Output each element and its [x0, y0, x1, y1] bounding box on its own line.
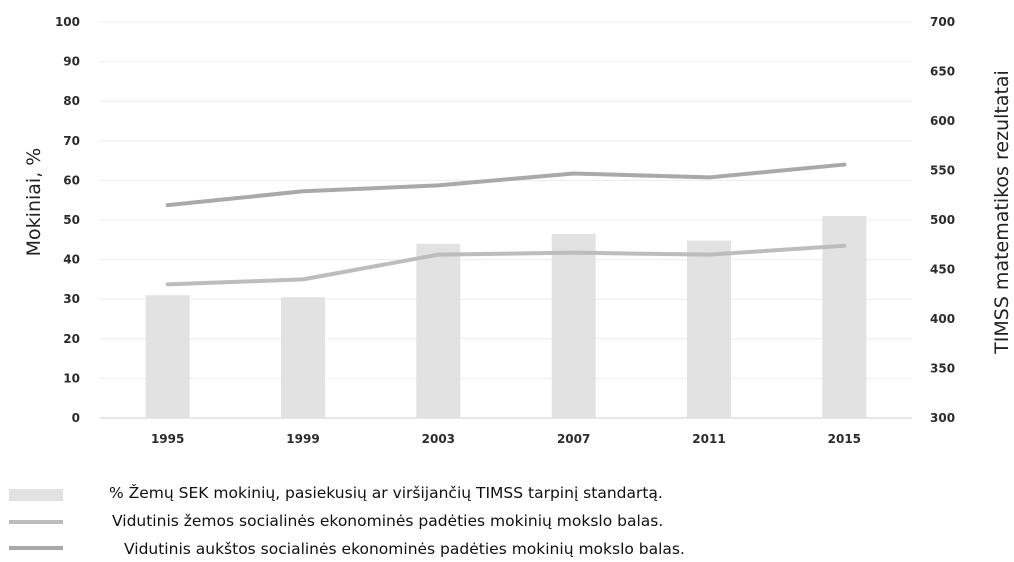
legend-label-high-ses: Vidutinis aukštos socialinės ekonominės … [124, 540, 685, 558]
line-high-ses [165, 162, 847, 208]
point-low-ses-2015 [842, 244, 846, 248]
legend-swatch-high-ses [9, 546, 63, 550]
x-tick-label: 2007 [557, 432, 590, 446]
bar-2015 [822, 216, 867, 418]
legend-item-bar: % Žemų SEK mokinių, pasiekusių ar viršij… [0, 484, 1014, 506]
right-tick-label: 650 [930, 65, 955, 79]
point-low-ses-1999 [301, 277, 305, 281]
point-high-ses-2007 [572, 171, 576, 175]
legend-swatch-bar [9, 489, 63, 501]
bar-1999 [281, 297, 325, 418]
point-high-ses-2003 [436, 183, 440, 187]
right-axis-title: TIMSS matematikos rezultatai [991, 70, 1013, 355]
legend-item-low-ses: Vidutinis žemos socialinės ekonominės pa… [0, 510, 1014, 532]
left-tick-label: 40 [63, 253, 80, 267]
legend-item-high-ses: Vidutinis aukštos socialinės ekonominės … [0, 536, 1014, 558]
legend-swatch-low-ses [9, 520, 63, 524]
right-axis-ticks: 300 350 400 450 500 550 600 650 700 [930, 15, 955, 425]
bar-2007 [551, 233, 596, 418]
right-tick-label: 700 [930, 15, 955, 29]
x-tick-label: 2015 [828, 432, 861, 446]
point-low-ses-2007 [572, 251, 576, 255]
legend-label-low-ses: Vidutinis žemos socialinės ekonominės pa… [112, 512, 664, 530]
point-high-ses-2015 [842, 163, 846, 167]
x-tick-label: 2011 [692, 432, 725, 446]
chart: 0 10 20 30 40 50 60 70 80 90 100 300 350 400 450 500 55… [23, 15, 1013, 446]
left-axis-title: Mokiniai, % [23, 148, 45, 257]
line-low-ses [165, 243, 847, 287]
point-high-ses-1999 [301, 189, 305, 193]
left-tick-label: 70 [63, 134, 80, 148]
point-low-ses-2011 [707, 253, 711, 257]
right-tick-label: 300 [930, 411, 955, 425]
point-high-ses-1995 [166, 203, 170, 207]
legend-label-bar: % Žemų SEK mokinių, pasiekusių ar viršij… [109, 484, 663, 502]
left-tick-label: 80 [63, 94, 80, 108]
gridlines [100, 21, 912, 419]
bars [145, 216, 867, 418]
lines [165, 162, 847, 287]
bar-2003 [416, 243, 461, 418]
left-tick-label: 0 [72, 411, 80, 425]
point-high-ses-2011 [707, 175, 711, 179]
left-tick-label: 20 [63, 332, 80, 346]
right-tick-label: 500 [930, 213, 955, 227]
left-axis-ticks: 0 10 20 30 40 50 60 70 80 90 100 [55, 15, 80, 425]
left-tick-label: 10 [63, 371, 80, 385]
x-tick-label: 2003 [422, 432, 455, 446]
left-tick-label: 50 [63, 213, 80, 227]
left-tick-label: 60 [63, 173, 80, 187]
right-tick-label: 600 [930, 114, 955, 128]
right-tick-label: 450 [930, 263, 955, 277]
point-low-ses-1995 [166, 282, 170, 286]
x-axis-ticks: 1995 1999 2003 2007 2011 2015 [151, 432, 861, 446]
point-low-ses-2003 [436, 253, 440, 257]
left-tick-label: 100 [55, 15, 80, 29]
left-tick-label: 90 [63, 55, 80, 69]
left-tick-label: 30 [63, 292, 80, 306]
x-tick-label: 1999 [286, 432, 319, 446]
bar-1995 [145, 295, 190, 418]
right-tick-label: 550 [930, 164, 955, 178]
x-tick-label: 1995 [151, 432, 184, 446]
bar-2011 [687, 240, 731, 418]
right-tick-label: 350 [930, 362, 955, 376]
right-tick-label: 400 [930, 312, 955, 326]
